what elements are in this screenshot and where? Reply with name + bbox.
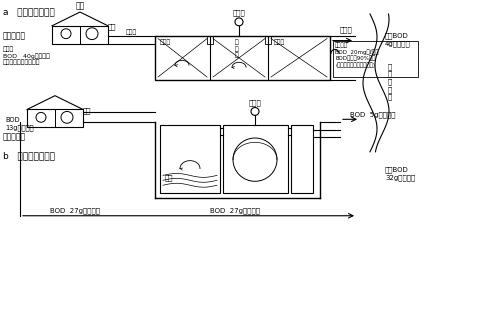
Text: ブロア: ブロア (248, 99, 261, 106)
Bar (223, 125, 288, 193)
Text: 接
触
材: 接 触 材 (235, 40, 239, 58)
Text: （注）
BOD   40g／人・日
生物化学的酸素要求量: （注） BOD 40g／人・日 生物化学的酸素要求量 (3, 46, 50, 65)
Text: BOD  27g／人・日: BOD 27g／人・日 (50, 207, 100, 214)
Text: a   合併処理浄化槽: a 合併処理浄化槽 (3, 8, 55, 17)
Text: 公
井
川
水
域: 公 井 川 水 域 (388, 63, 392, 100)
Text: 放流水管
BOD  20mg／ℓ以下
BOD除去率90%以上
(下水道の高級処理と同等): 放流水管 BOD 20mg／ℓ以下 BOD除去率90%以上 (下水道の高級処理と… (335, 42, 378, 68)
Text: 家庭: 家庭 (75, 1, 85, 10)
Text: 生活雑排水: 生活雑排水 (3, 32, 26, 41)
Text: 放流管: 放流管 (340, 26, 353, 33)
Text: b   単独処理浄化槽: b 単独処理浄化槽 (3, 152, 55, 161)
Text: 接触材: 接触材 (160, 40, 171, 45)
Text: し尿: し尿 (83, 108, 92, 114)
Bar (27, 110, 83, 127)
Text: 汚泥: 汚泥 (165, 175, 174, 181)
Text: 放流BOD
4g／人・日: 放流BOD 4g／人・日 (385, 33, 411, 47)
Bar (207, 36, 213, 43)
Bar (52, 26, 108, 43)
Text: ブロア: ブロア (233, 9, 246, 16)
Text: 接触材: 接触材 (274, 40, 285, 45)
Text: 流入管: 流入管 (125, 29, 137, 35)
Text: BOD
13g／人・日: BOD 13g／人・日 (5, 117, 33, 131)
Bar (265, 36, 271, 43)
Text: BOD  27g／人・日: BOD 27g／人・日 (210, 207, 260, 214)
Bar (333, 40, 418, 77)
Text: し尿: し尿 (108, 24, 117, 30)
Bar (291, 125, 313, 193)
Bar (160, 125, 220, 193)
Text: 生活雑排水: 生活雑排水 (3, 132, 26, 141)
Bar (155, 36, 330, 80)
Text: BOD  5g／人・日: BOD 5g／人・日 (350, 112, 396, 118)
Text: 放流BOD
32g／人・日: 放流BOD 32g／人・日 (385, 167, 415, 181)
